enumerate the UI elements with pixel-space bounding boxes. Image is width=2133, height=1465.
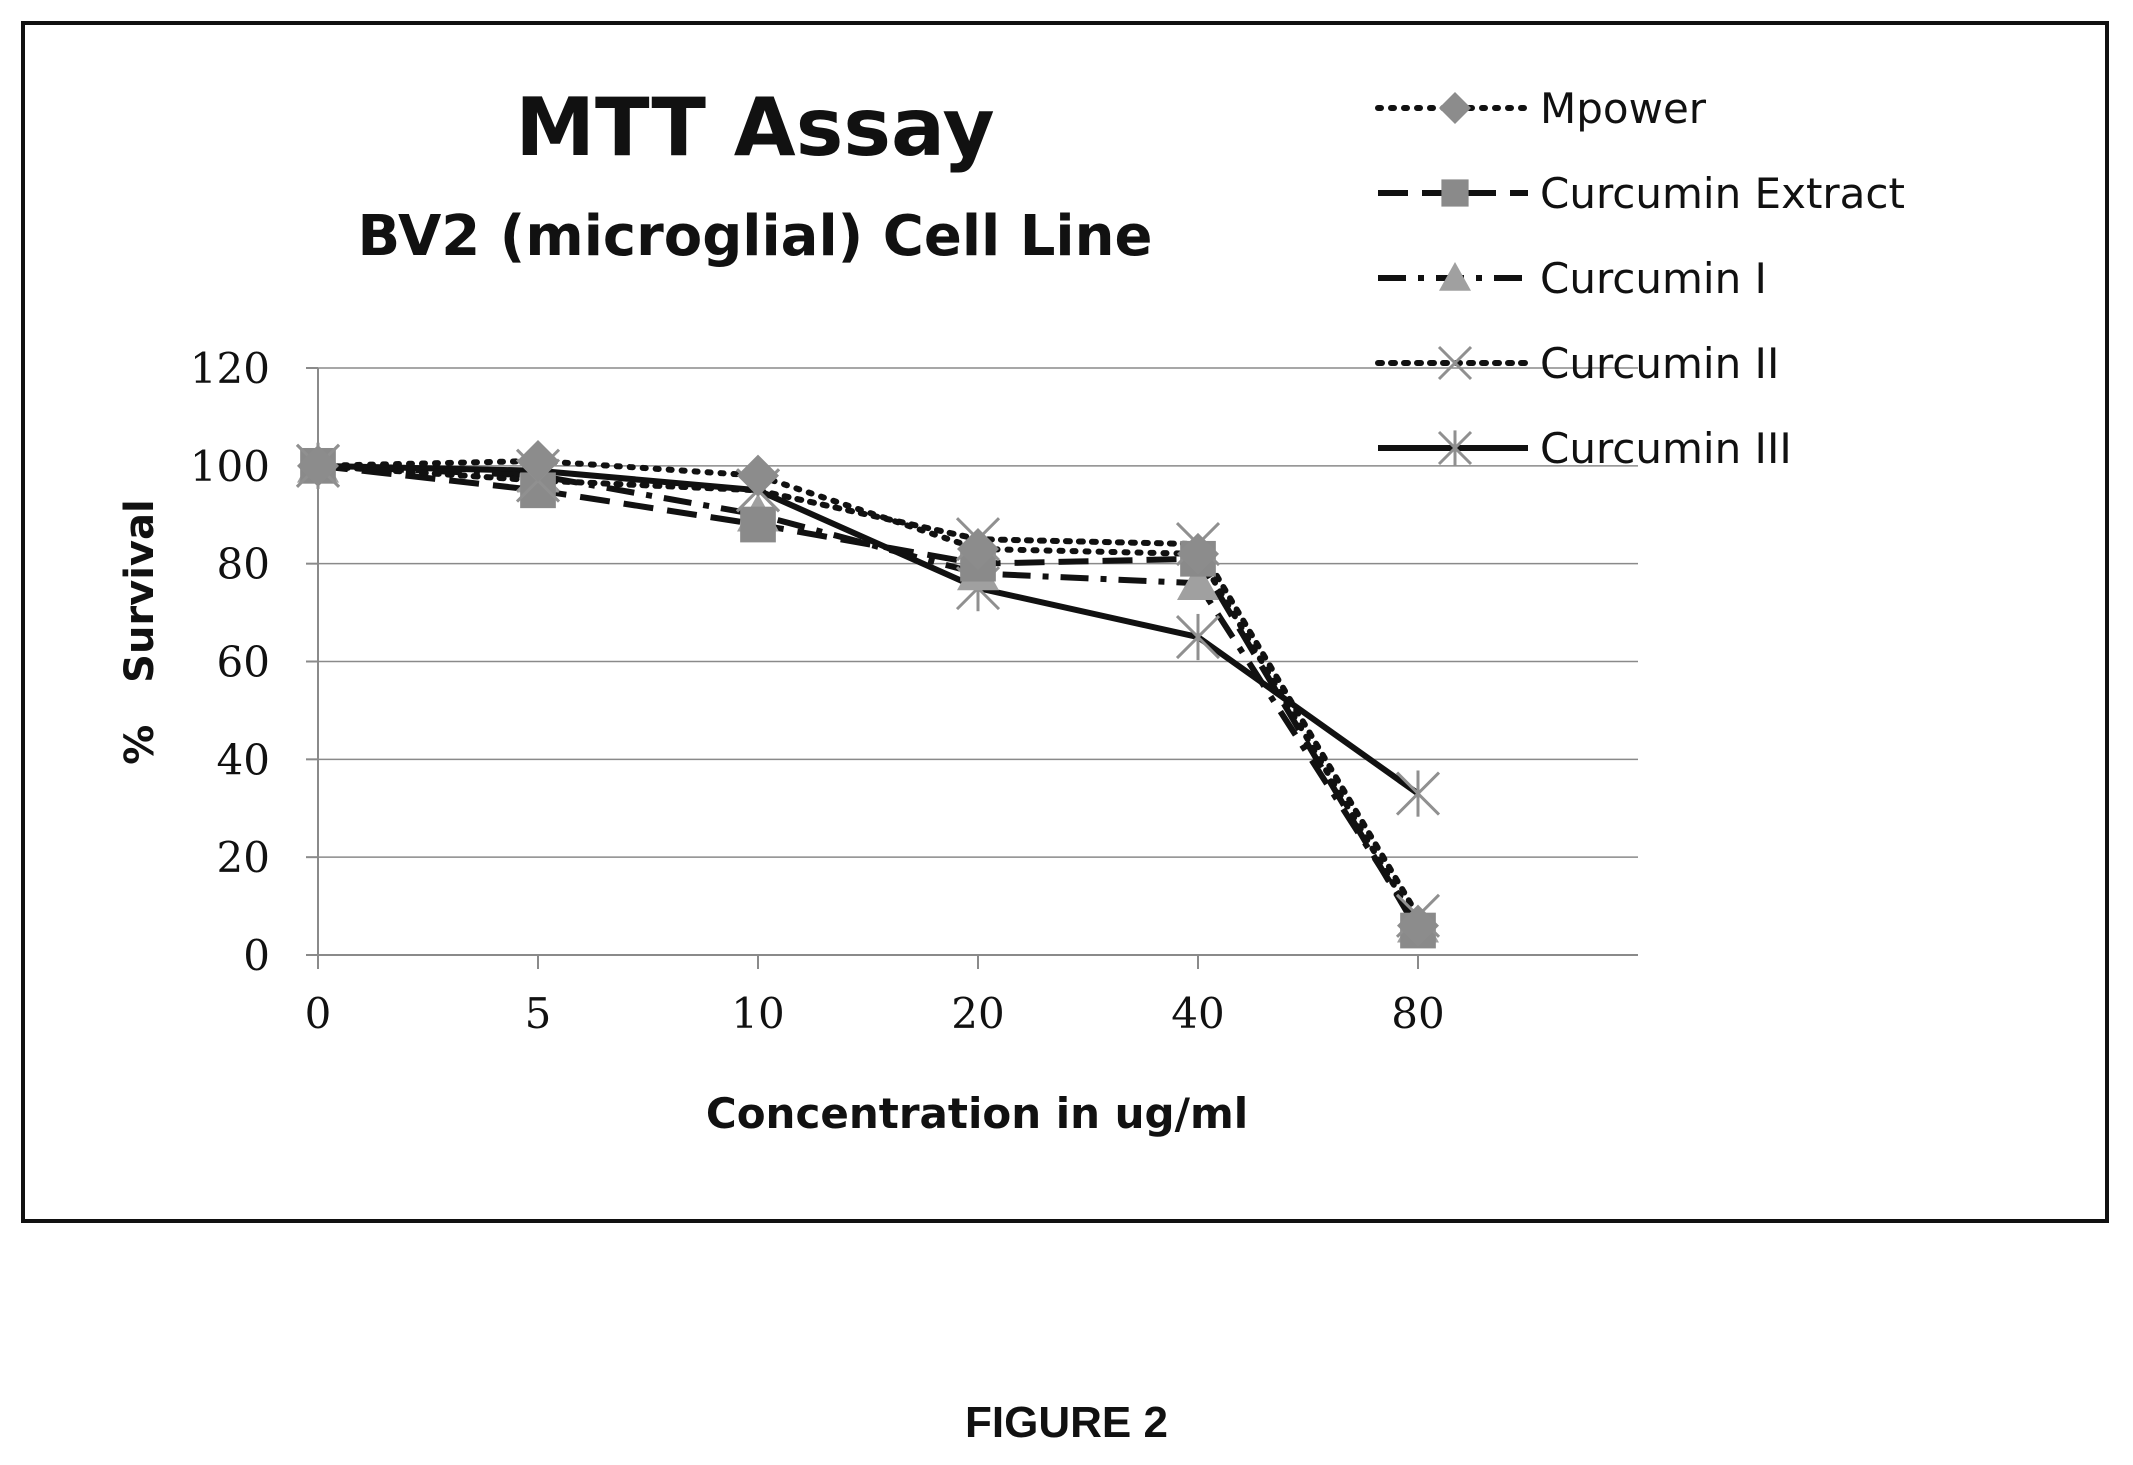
y-tick-label: 60 <box>217 638 270 687</box>
data-point-1-2 <box>740 506 776 543</box>
x-tick-label: 10 <box>731 989 784 1038</box>
legend-label: Curcumin II <box>1540 339 1779 388</box>
legend-label: Curcumin III <box>1540 424 1792 473</box>
legend-marker <box>1439 262 1471 291</box>
legend-entry: Mpower <box>1375 84 1707 133</box>
legend-marker <box>1439 92 1471 124</box>
x-stroke <box>1437 345 1473 381</box>
x-tick-label: 20 <box>951 989 1004 1038</box>
data-point-4-5 <box>1395 770 1441 817</box>
legend-label: Curcumin I <box>1540 254 1767 303</box>
legend-label: Curcumin Extract <box>1540 169 1905 218</box>
legend-entry: Curcumin I <box>1378 254 1767 303</box>
series-line-4 <box>317 462 1420 797</box>
data-point-0-2 <box>737 454 779 497</box>
x-tick-label: 80 <box>1391 989 1444 1038</box>
y-tick-label: 0 <box>243 931 270 980</box>
series-line-3 <box>315 462 1421 919</box>
chart-subtitle: BV2 (microglial) Cell Line <box>358 204 1153 269</box>
data-point-4-4 <box>1175 613 1221 661</box>
data-point-0-3 <box>957 527 999 570</box>
chart-frame <box>21 21 2109 1223</box>
data-point-0-1 <box>517 439 559 482</box>
x-tick-label: 5 <box>525 989 552 1038</box>
data-point-0-0 <box>297 444 339 487</box>
legend-entry: Curcumin II <box>1375 339 1779 388</box>
legend-label: Mpower <box>1540 84 1707 133</box>
series-line-2 <box>317 462 1421 928</box>
legend-marker <box>1437 345 1473 381</box>
y-tick-label: 120 <box>190 344 270 393</box>
y-tick-label: 40 <box>217 735 270 784</box>
legend-entry: Curcumin III <box>1378 424 1792 473</box>
series-line-0 <box>315 457 1421 929</box>
y-tick-label: 100 <box>190 442 270 491</box>
x-axis-label: Concentration in ug/ml <box>706 1089 1248 1138</box>
data-point-0-4 <box>1177 532 1219 575</box>
data-point-2-4 <box>1177 562 1219 601</box>
y-axis-label: % Survival <box>117 499 163 764</box>
legend-entry: Curcumin Extract <box>1378 169 1905 218</box>
x-tick-label: 0 <box>305 989 332 1038</box>
figure-caption: FIGURE 2 <box>965 1398 1168 1447</box>
y-tick-label: 80 <box>217 540 270 589</box>
x-tick-label: 40 <box>1171 989 1224 1038</box>
legend-marker <box>1437 430 1473 466</box>
chart-title: MTT Assay <box>515 81 994 174</box>
y-tick-label: 20 <box>217 833 270 882</box>
data-point-0-5 <box>1397 904 1439 947</box>
series-line-1 <box>317 462 1421 933</box>
legend-marker <box>1441 179 1469 207</box>
